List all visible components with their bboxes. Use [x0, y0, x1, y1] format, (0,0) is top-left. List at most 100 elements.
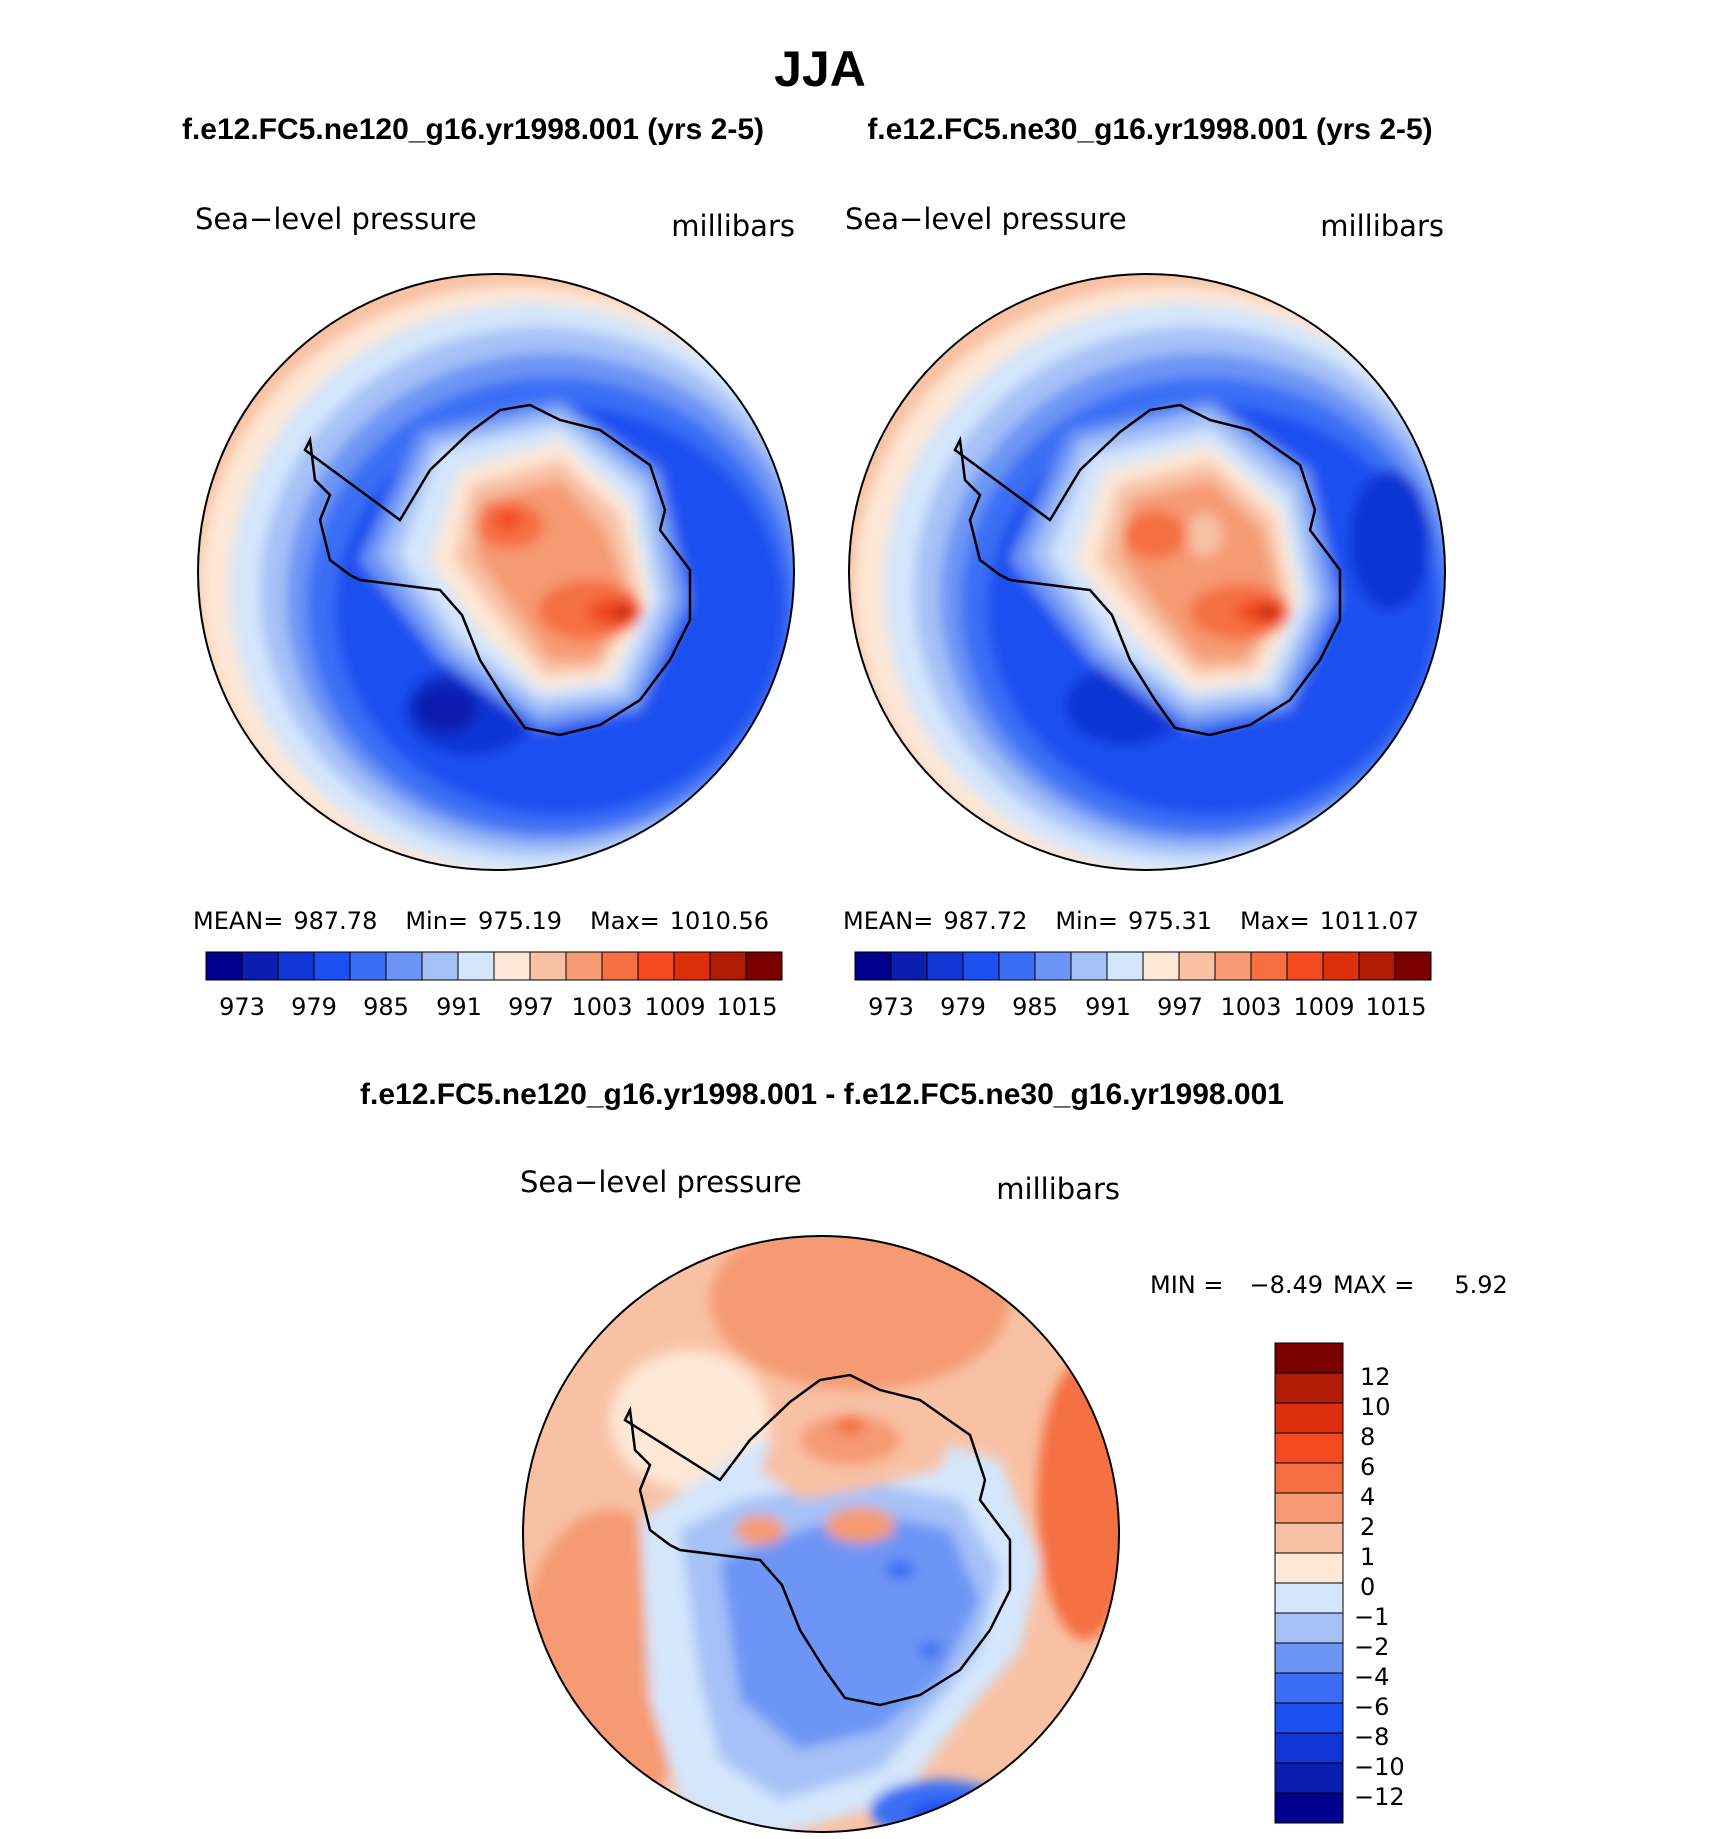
diff-colorbar [1274, 1342, 1344, 1824]
left-colorbar-tick: 1009 [644, 993, 705, 1021]
diff-colorbar-swatch [1274, 1642, 1344, 1674]
diff-colorbar-label: 10 [1360, 1393, 1391, 1421]
diff-colorbar-swatch [1274, 1792, 1344, 1824]
colorbar-swatch [1322, 951, 1360, 981]
left-colorbar [205, 951, 783, 981]
diff-colorbar-swatch [1274, 1702, 1344, 1734]
left-units-label: millibars [671, 209, 795, 243]
diff-polar-map [523, 1236, 1119, 1832]
left-colorbar-tick: 997 [508, 993, 554, 1021]
right-units-label: millibars [1320, 209, 1444, 243]
left-colorbar-tick: 985 [363, 993, 409, 1021]
colorbar-swatch [637, 951, 675, 981]
right-colorbar-tick: 973 [868, 993, 914, 1021]
diff-colorbar-swatch [1274, 1762, 1344, 1794]
left-colorbar-tick: 1015 [716, 993, 777, 1021]
colorbar-swatch [349, 951, 387, 981]
diff-units-label: millibars [996, 1172, 1120, 1206]
colorbar-swatch [565, 951, 603, 981]
diff-colorbar-labels: 12 10 8 6 4 2 1 0 −1 −2 −4 −6 −8 −10 −12 [1354, 1363, 1405, 1811]
colorbar-swatch [709, 951, 747, 981]
left-panel-run-title: f.e12.FC5.ne120_g16.yr1998.001 (yrs 2-5) [182, 113, 764, 146]
diff-colorbar-label: −8 [1354, 1723, 1389, 1751]
colorbar-swatch [277, 951, 315, 981]
right-colorbar-tick: 997 [1157, 993, 1203, 1021]
diff-colorbar-label: 1 [1360, 1543, 1375, 1571]
diff-colorbar-label: −10 [1354, 1753, 1405, 1781]
diff-colorbar-swatch [1274, 1492, 1344, 1524]
colorbar-swatch [673, 951, 711, 981]
diff-colorbar-swatch [1274, 1552, 1344, 1584]
colorbar-swatch [1358, 951, 1396, 981]
colorbar-swatch [241, 951, 279, 981]
colorbar-swatch [890, 951, 928, 981]
diff-colorbar-label: 4 [1360, 1483, 1375, 1511]
colorbar-swatch [1106, 951, 1144, 981]
colorbar-swatch [1250, 951, 1288, 981]
colorbar-swatch [962, 951, 1000, 981]
left-colorbar-tick: 991 [436, 993, 482, 1021]
diff-colorbar-swatch [1274, 1342, 1344, 1374]
colorbar-swatch [313, 951, 351, 981]
left-polar-map [198, 274, 794, 870]
diff-colorbar-swatch [1274, 1432, 1344, 1464]
colorbar-swatch [926, 951, 964, 981]
diff-colorbar-label: 8 [1360, 1423, 1375, 1451]
colorbar-swatch [1142, 951, 1180, 981]
right-colorbar-tick: 991 [1085, 993, 1131, 1021]
colorbar-swatch [998, 951, 1036, 981]
diff-colorbar-label: −6 [1354, 1693, 1389, 1721]
colorbar-swatch [1394, 951, 1432, 981]
left-colorbar-tick: 979 [291, 993, 337, 1021]
colorbar-swatch [1070, 951, 1108, 981]
right-colorbar-ticks: 973 979 985 991 997 1003 1009 1015 [868, 993, 1426, 1021]
colorbar-swatch [854, 951, 892, 981]
colorbar-swatch [745, 951, 783, 981]
left-variable-label: Sea−level pressure [195, 202, 477, 236]
right-colorbar-tick: 1015 [1365, 993, 1426, 1021]
colorbar-swatch [421, 951, 459, 981]
left-colorbar-tick: 973 [219, 993, 265, 1021]
diff-colorbar-swatch [1274, 1612, 1344, 1644]
diff-colorbar-label: −1 [1354, 1603, 1389, 1631]
diff-panel-title: f.e12.FC5.ne120_g16.yr1998.001 - f.e12.F… [360, 1078, 1284, 1111]
diff-colorbar-swatch [1274, 1582, 1344, 1614]
left-colorbar-ticks: 973 979 985 991 997 1003 1009 1015 [219, 993, 777, 1021]
colorbar-swatch [205, 951, 243, 981]
right-colorbar-tick: 1003 [1220, 993, 1281, 1021]
diff-colorbar-label: −2 [1354, 1633, 1389, 1661]
diff-colorbar-swatch [1274, 1672, 1344, 1704]
colorbar-swatch [385, 951, 423, 981]
diff-colorbar-label: −4 [1354, 1663, 1389, 1691]
colorbar-swatch [457, 951, 495, 981]
colorbar-swatch [529, 951, 567, 981]
right-colorbar-tick: 979 [940, 993, 986, 1021]
diff-colorbar-swatch [1274, 1372, 1344, 1404]
diff-colorbar-swatch [1274, 1402, 1344, 1434]
diff-min-max: MIN = −8.49 MAX = 5.92 [1150, 1271, 1508, 1299]
colorbar-swatch [1034, 951, 1072, 981]
right-colorbar-tick: 1009 [1293, 993, 1354, 1021]
colorbar-swatch [1214, 951, 1252, 981]
colorbar-swatch [1286, 951, 1324, 981]
diff-colorbar-label: 0 [1360, 1573, 1375, 1601]
right-stats-line: MEAN= 987.72 Min= 975.31 Max= 1011.07 [843, 907, 1419, 935]
right-colorbar [854, 951, 1432, 981]
diff-colorbar-swatch [1274, 1522, 1344, 1554]
diff-colorbar-label: 6 [1360, 1453, 1375, 1481]
right-variable-label: Sea−level pressure [845, 202, 1127, 236]
right-colorbar-tick: 985 [1012, 993, 1058, 1021]
colorbar-swatch [1178, 951, 1216, 981]
diff-variable-label: Sea−level pressure [520, 1165, 802, 1199]
left-colorbar-tick: 1003 [571, 993, 632, 1021]
colorbar-swatch [601, 951, 639, 981]
diff-colorbar-label: 2 [1360, 1513, 1375, 1541]
diff-colorbar-swatch [1274, 1462, 1344, 1494]
colorbar-swatch [493, 951, 531, 981]
right-polar-map [849, 274, 1445, 870]
right-panel-run-title: f.e12.FC5.ne30_g16.yr1998.001 (yrs 2-5) [867, 113, 1432, 146]
figure-title: JJA [774, 41, 866, 97]
left-stats-line: MEAN= 987.78 Min= 975.19 Max= 1010.56 [193, 907, 769, 935]
diff-colorbar-swatch [1274, 1732, 1344, 1764]
